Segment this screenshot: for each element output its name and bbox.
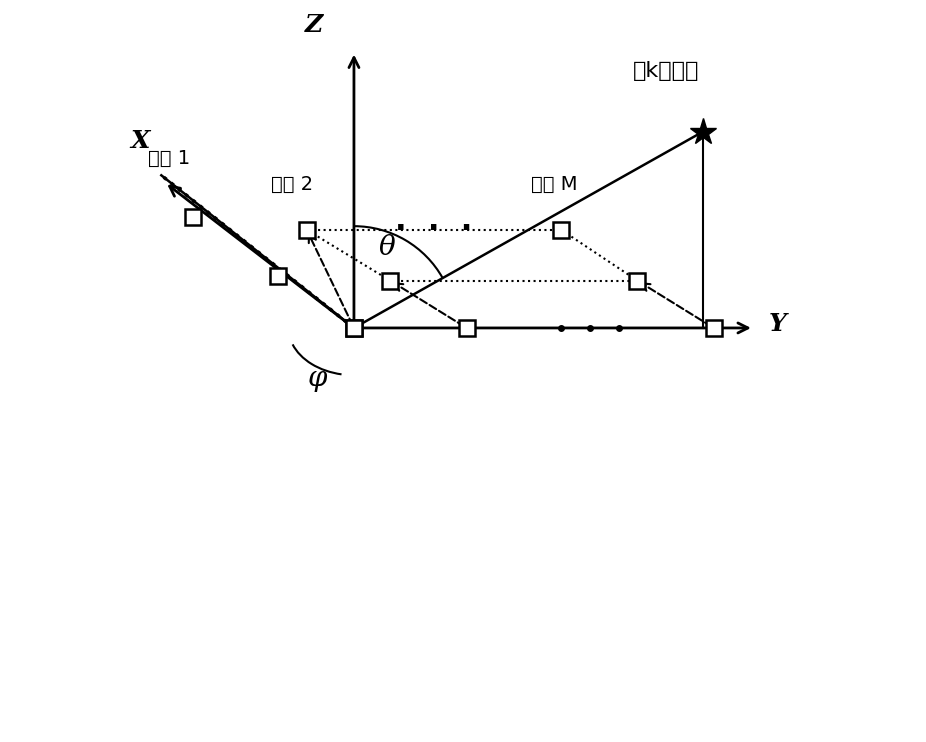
Text: Y: Y: [769, 312, 786, 336]
Text: ·  ·  ·: · · ·: [395, 215, 472, 244]
Bar: [458, 320, 475, 336]
Text: X: X: [130, 130, 149, 154]
Bar: [346, 320, 362, 336]
Text: Z: Z: [305, 13, 323, 37]
Bar: [184, 209, 201, 226]
Bar: [299, 222, 315, 238]
Text: 子阵 1: 子阵 1: [147, 149, 190, 168]
Text: 第k个信源: 第k个信源: [633, 61, 700, 81]
Bar: [346, 320, 362, 336]
Text: θ: θ: [379, 234, 395, 261]
Bar: [706, 320, 721, 336]
Bar: [630, 273, 645, 289]
Bar: [553, 222, 569, 238]
Bar: [382, 273, 398, 289]
Text: 子阵 2: 子阵 2: [271, 174, 313, 194]
Text: 子阵 M: 子阵 M: [531, 174, 577, 194]
Bar: [269, 268, 285, 283]
Text: φ: φ: [308, 365, 327, 393]
